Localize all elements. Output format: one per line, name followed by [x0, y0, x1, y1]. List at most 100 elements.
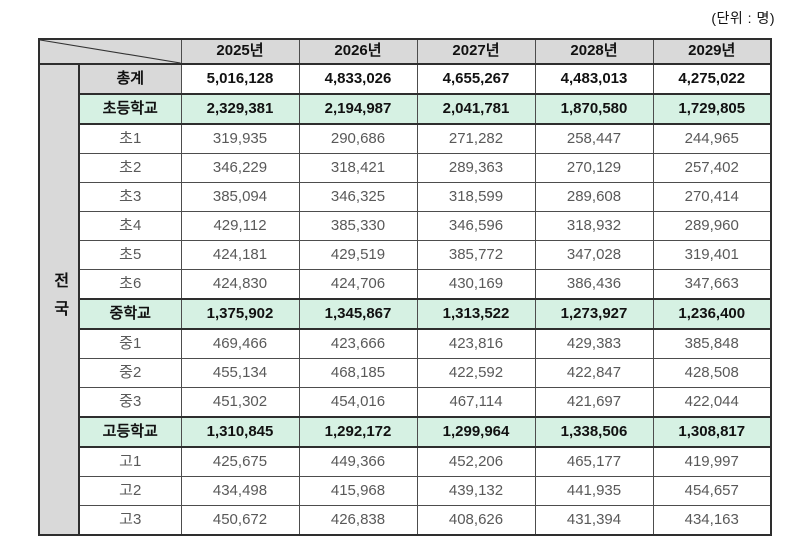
- value-cell-e4-2029년: 289,960: [652, 211, 772, 241]
- row-label-total: 총계: [78, 63, 182, 95]
- value-cell-e3-2028년: 289,608: [534, 182, 654, 212]
- value-cell-middle-2025년: 1,375,902: [180, 298, 300, 330]
- value-cell-e6-2026년: 424,706: [298, 269, 418, 300]
- value-cell-e4-2028년: 318,932: [534, 211, 654, 241]
- value-cell-elementary-2027년: 2,041,781: [416, 93, 536, 125]
- table-row-e2: 초2 346,229 318,421 289,363 270,129 257,402: [39, 153, 772, 183]
- value-cell-e3-2027년: 318,599: [416, 182, 536, 212]
- table-row-e5: 초5 424,181 429,519 385,772 347,028 319,401: [39, 240, 772, 270]
- year-header-2027: 2027년: [416, 38, 536, 65]
- table-body: 전국 총계 5,016,128 4,833,026 4,655,267 4,483,013…: [38, 63, 772, 536]
- value-cell-e1-2026년: 290,686: [298, 123, 418, 154]
- row-label-high: 고등학교: [78, 416, 182, 448]
- table-row-e6: 초6 424,830 424,706 430,169 386,436 347,663: [39, 269, 772, 300]
- value-cell-e4-2025년: 429,112: [180, 211, 300, 241]
- value-cell-e1-2025년: 319,935: [180, 123, 300, 154]
- value-cell-m1-2028년: 429,383: [534, 328, 654, 359]
- value-cell-total-2027년: 4,655,267: [416, 63, 536, 95]
- table-row-e1: 초1 319,935 290,686 271,282 258,447 244,965: [39, 123, 772, 154]
- row-label-e1: 초1: [78, 123, 182, 154]
- value-cell-m2-2027년: 422,592: [416, 358, 536, 388]
- value-cell-e6-2025년: 424,830: [180, 269, 300, 300]
- value-cell-m3-2028년: 421,697: [534, 387, 654, 418]
- value-cell-h2-2028년: 441,935: [534, 476, 654, 506]
- value-cell-middle-2027년: 1,313,522: [416, 298, 536, 330]
- value-cell-h1-2026년: 449,366: [298, 446, 418, 477]
- value-cell-m3-2027년: 467,114: [416, 387, 536, 418]
- table-row-h3: 고3 450,672 426,838 408,626 431,394 434,163: [39, 505, 772, 536]
- value-cell-h1-2029년: 419,997: [652, 446, 772, 477]
- value-cell-elementary-2028년: 1,870,580: [534, 93, 654, 125]
- value-cell-high-2027년: 1,299,964: [416, 416, 536, 448]
- row-label-e5: 초5: [78, 240, 182, 270]
- value-cell-m1-2026년: 423,666: [298, 328, 418, 359]
- value-cell-e1-2027년: 271,282: [416, 123, 536, 154]
- region-cell: 전국: [38, 63, 80, 536]
- value-cell-e5-2026년: 429,519: [298, 240, 418, 270]
- row-label-e4: 초4: [78, 211, 182, 241]
- value-cell-e3-2025년: 385,094: [180, 182, 300, 212]
- value-cell-h2-2027년: 439,132: [416, 476, 536, 506]
- table-row-high: 고등학교 1,310,845 1,292,172 1,299,964 1,338,506…: [39, 416, 772, 448]
- value-cell-high-2028년: 1,338,506: [534, 416, 654, 448]
- row-label-m1: 중1: [78, 328, 182, 359]
- value-cell-total-2026년: 4,833,026: [298, 63, 418, 95]
- value-cell-e2-2029년: 257,402: [652, 153, 772, 183]
- value-cell-h3-2025년: 450,672: [180, 505, 300, 536]
- value-cell-h3-2027년: 408,626: [416, 505, 536, 536]
- value-cell-elementary-2025년: 2,329,381: [180, 93, 300, 125]
- table-row-middle: 중학교 1,375,902 1,345,867 1,313,522 1,273,927 1…: [39, 298, 772, 330]
- value-cell-middle-2028년: 1,273,927: [534, 298, 654, 330]
- year-header-2025: 2025년: [180, 38, 300, 65]
- unit-label: (단위 : 명): [711, 10, 775, 26]
- value-cell-m1-2027년: 423,816: [416, 328, 536, 359]
- diagonal-line: [40, 40, 181, 63]
- value-cell-high-2026년: 1,292,172: [298, 416, 418, 448]
- value-cell-h1-2028년: 465,177: [534, 446, 654, 477]
- row-label-e6: 초6: [78, 269, 182, 300]
- value-cell-m3-2025년: 451,302: [180, 387, 300, 418]
- table-row-h1: 고1 425,675 449,366 452,206 465,177 419,997: [39, 446, 772, 477]
- value-cell-e2-2028년: 270,129: [534, 153, 654, 183]
- value-cell-e3-2029년: 270,414: [652, 182, 772, 212]
- value-cell-m2-2025년: 455,134: [180, 358, 300, 388]
- value-cell-high-2025년: 1,310,845: [180, 416, 300, 448]
- row-label-e3: 초3: [78, 182, 182, 212]
- value-cell-e1-2029년: 244,965: [652, 123, 772, 154]
- header-row: 2025년 2026년 2027년 2028년 2029년: [38, 38, 772, 65]
- value-cell-middle-2029년: 1,236,400: [652, 298, 772, 330]
- table-row-h2: 고2 434,498 415,968 439,132 441,935 454,657: [39, 476, 772, 506]
- row-label-elementary: 초등학교: [78, 93, 182, 125]
- value-cell-e2-2027년: 289,363: [416, 153, 536, 183]
- table-row-elementary: 초등학교 2,329,381 2,194,987 2,041,781 1,870,580…: [39, 93, 772, 125]
- year-header-2029: 2029년: [652, 38, 772, 65]
- value-cell-total-2025년: 5,016,128: [180, 63, 300, 95]
- row-label-h3: 고3: [78, 505, 182, 536]
- value-cell-e4-2027년: 346,596: [416, 211, 536, 241]
- value-cell-e6-2027년: 430,169: [416, 269, 536, 300]
- table-row-total: 전국 총계 5,016,128 4,833,026 4,655,267 4,483,013…: [38, 63, 772, 536]
- row-label-m2: 중2: [78, 358, 182, 388]
- value-cell-e6-2029년: 347,663: [652, 269, 772, 300]
- value-cell-e2-2025년: 346,229: [180, 153, 300, 183]
- value-cell-e5-2028년: 347,028: [534, 240, 654, 270]
- table-row-m3: 중3 451,302 454,016 467,114 421,697 422,044: [39, 387, 772, 418]
- value-cell-e1-2028년: 258,447: [534, 123, 654, 154]
- value-cell-h1-2025년: 425,675: [180, 446, 300, 477]
- row-label-e2: 초2: [78, 153, 182, 183]
- value-cell-m1-2025년: 469,466: [180, 328, 300, 359]
- value-cell-middle-2026년: 1,345,867: [298, 298, 418, 330]
- value-cell-elementary-2029년: 1,729,805: [652, 93, 772, 125]
- year-header-2026: 2026년: [298, 38, 418, 65]
- value-cell-h2-2029년: 454,657: [652, 476, 772, 506]
- value-cell-e5-2027년: 385,772: [416, 240, 536, 270]
- diagonal-header-cell: [38, 38, 182, 65]
- table-row-e4: 초4 429,112 385,330 346,596 318,932 289,960: [39, 211, 772, 241]
- enrollment-table: 2025년 2026년 2027년 2028년 2029년 전국 총계 5,016,…: [38, 38, 772, 536]
- table-row-m1: 중1 469,466 423,666 423,816 429,383 385,848: [39, 328, 772, 359]
- value-cell-h3-2028년: 431,394: [534, 505, 654, 536]
- row-label-h1: 고1: [78, 446, 182, 477]
- row-label-h2: 고2: [78, 476, 182, 506]
- value-cell-h2-2026년: 415,968: [298, 476, 418, 506]
